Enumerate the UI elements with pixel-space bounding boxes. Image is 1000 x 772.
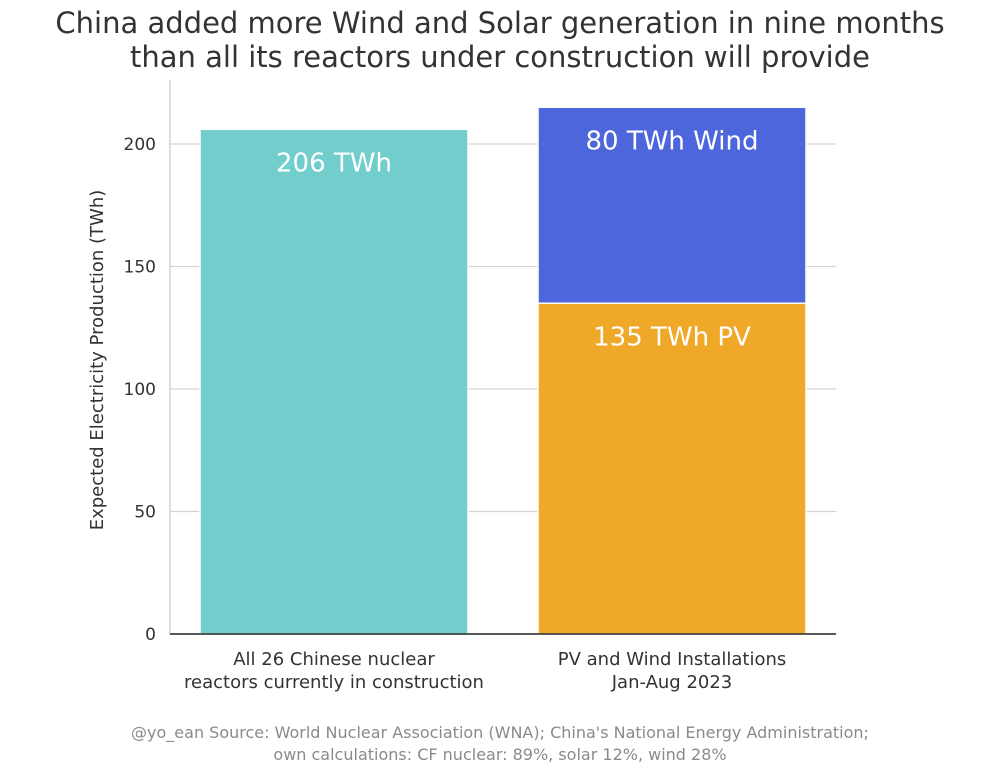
x-tick-label: All 26 Chinese nuclear [233, 649, 435, 670]
y-tick-label: 200 [124, 135, 156, 155]
x-tick-label: reactors currently in construction [184, 672, 484, 693]
y-tick-label: 50 [134, 503, 156, 523]
x-tick-label: Jan-Aug 2023 [611, 672, 733, 693]
y-tick-label: 0 [145, 625, 156, 645]
y-tick-label: 100 [124, 380, 156, 400]
bar-segment [537, 106, 807, 304]
source-line-1: @yo_ean Source: World Nuclear Associatio… [131, 723, 869, 742]
y-tick-label: 150 [124, 258, 156, 278]
x-tick-label: PV and Wind Installations [558, 649, 787, 670]
bar-segment [537, 302, 807, 635]
bar-data-label: 80 TWh Wind [585, 126, 758, 156]
source-line-2: own calculations: CF nuclear: 89%, solar… [273, 745, 727, 764]
chart-title: China added more Wind and Solar generati… [0, 6, 1000, 74]
chart-title-line-1: China added more Wind and Solar generati… [55, 6, 945, 40]
bar-data-label: 206 TWh [276, 148, 392, 178]
chart-title-line-2: than all its reactors under construction… [130, 40, 870, 74]
source-footnote: @yo_ean Source: World Nuclear Associatio… [0, 722, 1000, 766]
y-axis-label: Expected Electricity Production (TWh) [87, 190, 108, 531]
bar-data-label: 135 TWh PV [593, 322, 751, 352]
bar-segment [199, 128, 469, 635]
